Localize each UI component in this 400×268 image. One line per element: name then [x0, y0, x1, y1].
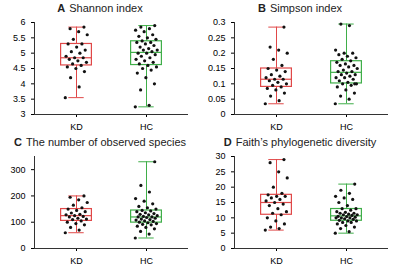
svg-text:3: 3 — [20, 109, 25, 119]
svg-text:300: 300 — [10, 165, 25, 175]
svg-text:KD: KD — [270, 122, 283, 132]
svg-text:KD: KD — [70, 256, 83, 266]
svg-text:3.5: 3.5 — [13, 94, 26, 104]
svg-text:0.1: 0.1 — [213, 79, 226, 89]
html-text:B Simpson index: B Simpson index — [257, 2, 342, 14]
html-text:D Faith’s phylogenetic diversi: D Faith’s phylogenetic diversity — [223, 136, 377, 148]
svg-text:5.5: 5.5 — [13, 33, 26, 43]
svg-text:5: 5 — [220, 228, 225, 238]
svg-text:100: 100 — [10, 217, 25, 227]
svg-text:0.25: 0.25 — [208, 33, 226, 43]
svg-text:KD: KD — [270, 256, 283, 266]
svg-text:10: 10 — [215, 213, 225, 223]
svg-text:HC: HC — [140, 122, 153, 132]
svg-text:200: 200 — [10, 191, 25, 201]
svg-text:KD: KD — [70, 122, 83, 132]
svg-text:15: 15 — [215, 197, 225, 207]
svg-text:6: 6 — [20, 17, 25, 27]
svg-text:0: 0 — [220, 109, 225, 119]
svg-text:0.3: 0.3 — [213, 17, 226, 27]
svg-text:HC: HC — [340, 256, 353, 266]
html-text:A Shannon index: A Shannon index — [57, 2, 143, 14]
svg-text:5: 5 — [20, 48, 25, 58]
svg-text:0: 0 — [220, 243, 225, 253]
svg-text:HC: HC — [140, 256, 153, 266]
svg-text:25: 25 — [215, 167, 225, 177]
svg-text:4: 4 — [20, 79, 25, 89]
svg-text:20: 20 — [215, 182, 225, 192]
svg-text:30: 30 — [215, 151, 225, 161]
svg-text:0.15: 0.15 — [208, 63, 226, 73]
svg-text:4.5: 4.5 — [13, 63, 26, 73]
svg-text:0.05: 0.05 — [208, 94, 226, 104]
svg-text:0: 0 — [20, 243, 25, 253]
svg-text:0.2: 0.2 — [213, 48, 226, 58]
svg-text:HC: HC — [340, 122, 353, 132]
html-text:C The number of observed speci: C The number of observed species — [13, 136, 187, 148]
